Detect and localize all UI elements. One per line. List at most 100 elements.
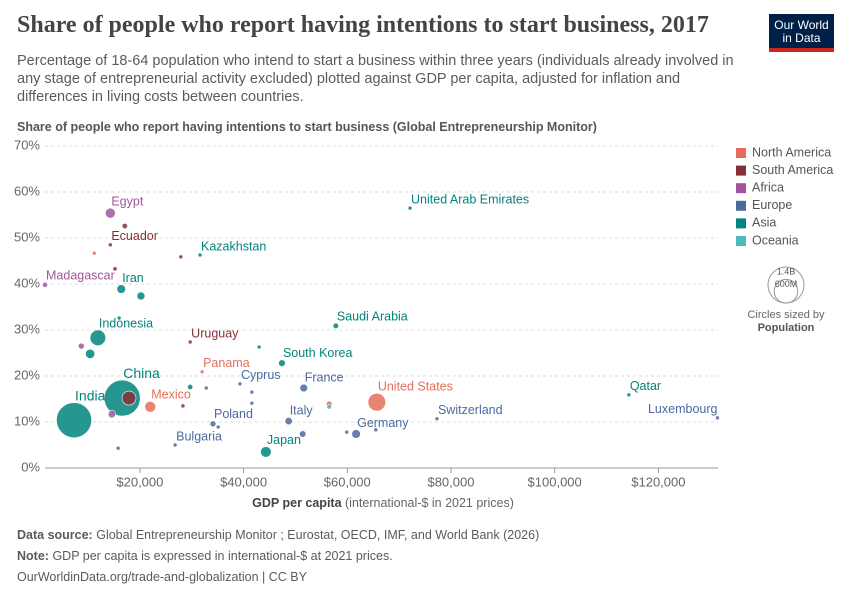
bubble: [172, 442, 178, 448]
data-label: South Korea: [283, 346, 353, 360]
data-label: Indonesia: [99, 316, 153, 330]
legend-label: South America: [752, 163, 833, 177]
bubble: [278, 359, 286, 367]
bubble: [121, 222, 128, 230]
x-tick-label: $20,000: [116, 474, 163, 489]
bubble: [326, 404, 332, 410]
bubble: [144, 401, 157, 413]
bubble: [112, 266, 118, 272]
data-label: Egypt: [111, 194, 143, 208]
legend-label: North America: [752, 145, 831, 159]
bubble: [260, 446, 272, 458]
size-legend-circle: [773, 278, 799, 304]
bubble: [351, 429, 361, 439]
bubble: [249, 400, 255, 406]
data-label: Poland: [214, 407, 253, 421]
y-tick-label: 30%: [14, 321, 40, 336]
bubble: [56, 402, 92, 439]
bubble: [434, 416, 440, 422]
data-label: United States: [378, 380, 453, 394]
size-legend-label: 1.4B: [777, 266, 796, 276]
note-label: Note:: [17, 549, 49, 563]
x-tick-label: $100,000: [528, 474, 582, 489]
logo-line: in Data: [782, 31, 821, 45]
data-label: India: [75, 387, 106, 403]
legend-label: Oceania: [752, 233, 799, 247]
y-tick-label: 0%: [21, 459, 40, 474]
bubble: [115, 445, 121, 451]
bubble: [85, 348, 96, 359]
bubble: [344, 429, 350, 435]
x-tick-label: $60,000: [324, 474, 371, 489]
data-label: Luxembourg: [648, 402, 718, 416]
data-label: Cyprus: [241, 368, 281, 382]
size-legend-variable: Population: [758, 322, 815, 334]
y-tick-label: 60%: [14, 183, 40, 198]
data-label: Mexico: [151, 388, 191, 402]
data-label: Kazakhstan: [201, 239, 266, 253]
data-label: Qatar: [630, 379, 661, 393]
data-label: Uruguay: [191, 326, 239, 340]
source-label: Data source:: [17, 528, 93, 542]
legend-swatch: [736, 165, 746, 176]
bubble: [367, 393, 387, 412]
bubble: [178, 254, 184, 260]
size-legend-label: 600M: [775, 279, 798, 289]
y-tick-label: 10%: [14, 413, 40, 428]
bubble: [116, 315, 122, 321]
y-axis-label: Share of people who report having intent…: [17, 120, 597, 134]
bubble: [284, 417, 293, 426]
y-tick-label: 20%: [14, 367, 40, 382]
data-label: Ecuador: [111, 229, 158, 243]
bubble: [373, 427, 379, 433]
bubble: [237, 381, 243, 387]
data-label: Italy: [290, 404, 314, 418]
legend-label: Asia: [752, 216, 776, 230]
x-axis-label-main: GDP per capita: [252, 496, 342, 510]
data-label: Bulgaria: [176, 429, 222, 443]
bubble: [199, 369, 205, 375]
data-label: Panama: [203, 356, 250, 370]
bubble: [42, 282, 48, 288]
logo-line: Our World: [774, 18, 829, 32]
bubble: [299, 430, 307, 438]
bubble: [209, 420, 217, 428]
bubble: [715, 415, 720, 421]
note: Note: GDP per capita is expressed in int…: [17, 549, 393, 563]
data-label: Iran: [122, 271, 144, 285]
legend-label: Europe: [752, 198, 792, 212]
legend-swatch: [736, 218, 746, 229]
y-tick-label: 70%: [14, 137, 40, 152]
source: Data source: Global Entrepreneurship Mon…: [17, 528, 539, 542]
data-label: Saudi Arabia: [337, 309, 408, 323]
url[interactable]: OurWorldinData.org/trade-and-globalizati…: [17, 570, 307, 584]
data-label: Japan: [267, 433, 301, 447]
x-axis-label: GDP per capita (international-$ in 2021 …: [252, 496, 514, 510]
bubble: [215, 424, 221, 430]
bubble: [187, 339, 193, 345]
bubble: [626, 392, 632, 398]
x-tick-label: $120,000: [631, 474, 685, 489]
logo[interactable]: Our World in Data: [769, 14, 834, 52]
subtitle: Percentage of 18-64 population who inten…: [17, 53, 734, 105]
data-label: France: [305, 370, 344, 384]
legend-swatch: [736, 183, 746, 194]
bubble: [187, 384, 194, 391]
chart-title: Share of people who report having intent…: [17, 12, 709, 38]
legend-swatch: [736, 200, 746, 211]
data-label: United Arab Emirates: [411, 192, 529, 206]
bubble: [407, 205, 413, 211]
x-tick-label: $80,000: [427, 474, 474, 489]
legend-swatch: [736, 148, 746, 158]
source-text: Global Entrepreneurship Monitor ; Eurost…: [96, 528, 540, 542]
bubble: [249, 389, 255, 395]
legend-swatch: [736, 236, 746, 246]
x-axis-label-unit: (international-$ in 2021 prices): [345, 496, 514, 510]
y-tick-label: 50%: [14, 229, 40, 244]
bubble: [332, 322, 339, 329]
data-label: China: [123, 365, 160, 381]
bubble: [91, 250, 97, 256]
y-tick-label: 40%: [14, 275, 40, 290]
